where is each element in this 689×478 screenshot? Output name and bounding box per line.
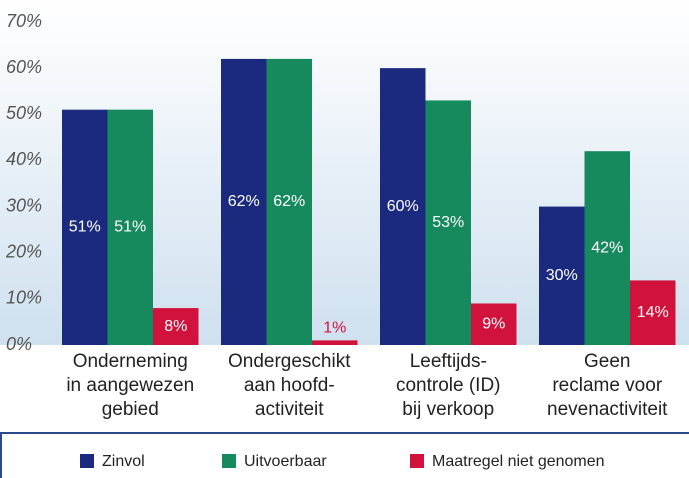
x-tick-label: aan hoofd- [244,375,335,396]
x-tick-label: activiteit [255,399,324,420]
value-label: 62% [228,193,260,210]
legend-box [0,432,689,478]
bar [380,68,426,346]
y-tick-label: 40% [6,149,42,169]
y-tick-label: 0% [6,334,32,354]
value-label: 51% [114,219,146,236]
value-label: 14% [637,304,669,321]
bar [630,280,676,345]
y-tick-label: 50% [6,103,42,123]
x-tick-label: nevenactiviteit [547,399,668,420]
y-tick-label: 70% [6,11,42,31]
legend-swatch [222,454,236,468]
bar [153,308,199,345]
legend-swatch [80,454,94,468]
bar [221,58,267,346]
y-tick-label: 10% [6,288,42,308]
x-tick-label: Onderneming [73,351,188,372]
x-tick-label: gebied [102,399,159,420]
value-label: 60% [387,198,419,215]
value-label: 1% [323,320,346,337]
x-tick-label: Leeftijds- [410,351,487,372]
legend-label: Maatregel niet genomen [432,453,605,470]
value-label: 9% [482,315,505,332]
x-tick-label: bij verkoop [402,399,494,420]
y-tick-label: 60% [6,57,42,77]
bar [266,58,312,346]
x-tick-label: in aangewezen [66,375,194,396]
bar [107,109,153,346]
y-tick-label: 20% [5,241,42,261]
legend-label: Uitvoerbaar [244,453,327,470]
value-label: 53% [432,214,464,231]
legend-label: Zinvol [102,453,145,470]
bar [539,206,585,345]
x-tick-label: Ondergeschikt [228,351,351,372]
bar [425,100,471,345]
x-tick-label: reclame voor [552,375,662,396]
value-label: 8% [164,318,187,335]
value-label: 62% [273,193,305,210]
value-label: 30% [546,267,578,284]
bar [312,340,358,345]
value-label: 42% [591,239,623,256]
legend-swatch [410,454,424,468]
value-label: 51% [69,219,101,236]
x-tick-label: Geen [584,351,630,372]
x-tick-label: controle (ID) [396,375,501,396]
bar [62,109,108,346]
bar [584,151,630,345]
y-tick-label: 30% [6,195,42,215]
bar [471,303,517,345]
